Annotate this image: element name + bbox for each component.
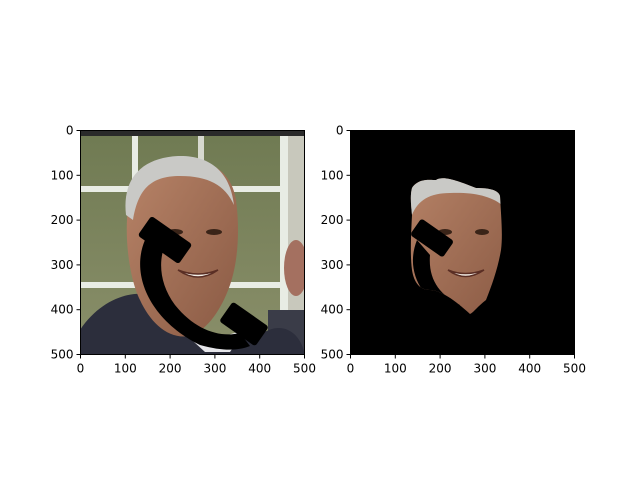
smile xyxy=(177,269,219,278)
right-axes-frame xyxy=(350,130,575,355)
x-tick-label: 200 xyxy=(159,362,182,376)
x-tick-label: 400 xyxy=(248,362,271,376)
x-tick-label: 300 xyxy=(203,362,226,376)
y-tick-label: 100 xyxy=(51,168,74,182)
x-tick-label: 500 xyxy=(563,362,586,376)
background-person xyxy=(284,240,305,296)
y-tick-label: 300 xyxy=(51,258,74,272)
y-tick-label: 0 xyxy=(66,124,74,138)
window-post-right xyxy=(280,136,288,355)
right-image-panel xyxy=(350,130,575,355)
hair xyxy=(125,155,234,220)
right-eye xyxy=(206,229,222,235)
x-tick-label: 200 xyxy=(429,362,452,376)
y-tick-label: 200 xyxy=(321,213,344,227)
y-tick-label: 400 xyxy=(51,303,74,317)
y-tick-label: 500 xyxy=(51,348,74,362)
y-tick-label: 0 xyxy=(336,124,344,138)
x-tick-label: 0 xyxy=(77,362,85,376)
y-tick-label: 500 xyxy=(321,348,344,362)
x-tick-label: 100 xyxy=(114,362,137,376)
y-tick-label: 100 xyxy=(321,168,344,182)
x-tick-label: 400 xyxy=(518,362,541,376)
x-tick-label: 0 xyxy=(347,362,355,376)
y-tick-label: 400 xyxy=(321,303,344,317)
telephone-occluder xyxy=(138,217,268,350)
x-tick-label: 100 xyxy=(384,362,407,376)
left-axes-frame xyxy=(80,130,305,355)
y-tick-label: 200 xyxy=(51,213,74,227)
y-tick-label: 300 xyxy=(321,258,344,272)
x-tick-label: 500 xyxy=(293,362,316,376)
left-image-panel xyxy=(80,130,305,355)
top-frame xyxy=(80,130,305,136)
x-tick-label: 300 xyxy=(473,362,496,376)
